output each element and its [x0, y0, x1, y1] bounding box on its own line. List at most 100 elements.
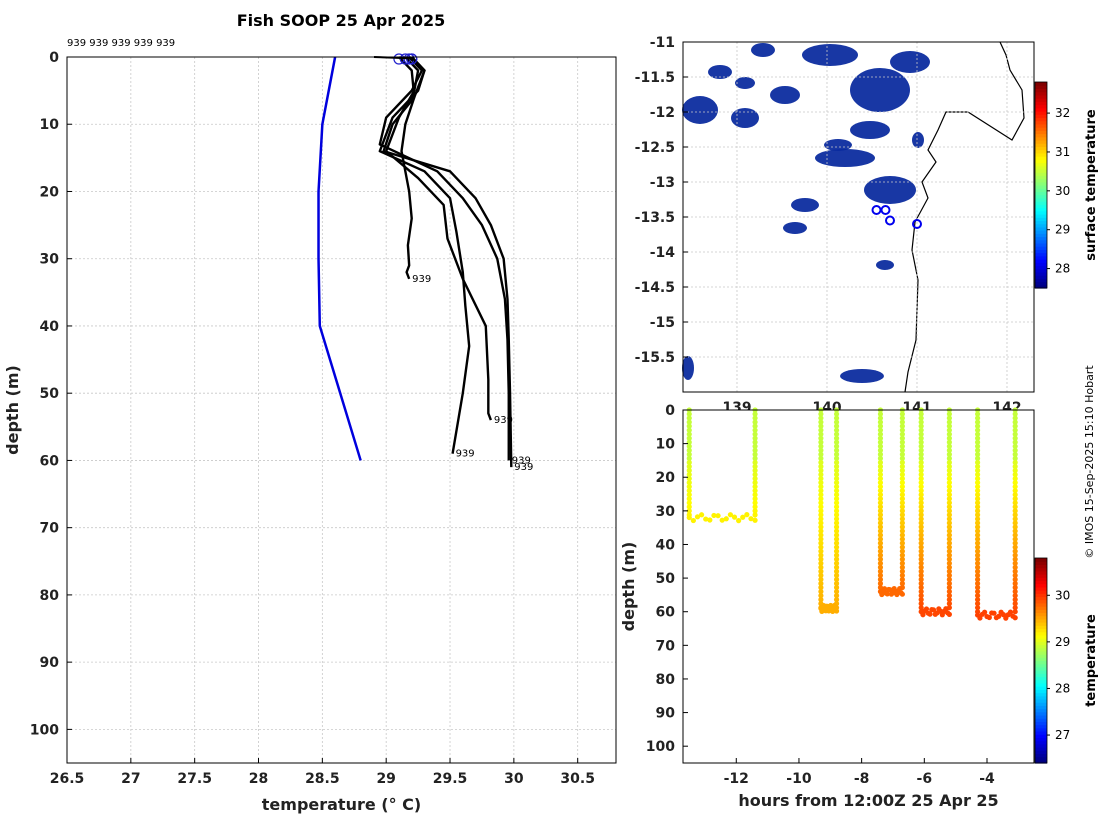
section-colorbar-cell: [1035, 631, 1047, 636]
section-point: [918, 415, 924, 421]
section-point: [974, 443, 981, 449]
section-point: [899, 528, 905, 534]
map-colorbar-cell: [1035, 149, 1047, 154]
section-point: [1012, 455, 1018, 462]
section-point: [918, 592, 924, 599]
section-point: [833, 435, 840, 441]
section-point: [877, 516, 884, 522]
section-point: [877, 484, 884, 490]
section-point: [946, 512, 952, 518]
map-colorbar-cell: [1035, 162, 1047, 167]
section-y-tick-label: 90: [656, 706, 676, 722]
section-point: [877, 504, 884, 510]
section-point: [974, 492, 981, 498]
section-point: [946, 492, 952, 498]
map-y-tick-label: -13.5: [635, 210, 675, 226]
profile-y-tick-label: 70: [40, 521, 60, 537]
map-y-tick-label: -15: [650, 315, 675, 331]
section-y-tick-label: 70: [656, 638, 676, 654]
section-point: [918, 568, 924, 574]
section-point: [918, 475, 924, 482]
section-point: [686, 455, 692, 462]
section-colorbar-cell: [1035, 638, 1047, 642]
section-point: [818, 451, 824, 457]
section-point: [899, 415, 905, 421]
section-point: [899, 443, 905, 449]
map-colorbar-cell: [1035, 98, 1047, 102]
section-point: [833, 540, 840, 546]
section-point: [918, 500, 924, 506]
section-point: [818, 580, 824, 587]
section-point: [686, 415, 692, 421]
section-point: [818, 423, 824, 429]
section-y-tick-label: 20: [656, 470, 676, 486]
section-colorbar-cell: [1035, 580, 1047, 585]
section-point: [818, 431, 824, 437]
section-point: [877, 439, 884, 445]
section-point: [918, 423, 924, 429]
section-point: [719, 517, 725, 523]
section-point: [877, 447, 884, 453]
section-point: [703, 516, 709, 522]
map-colorbar-cell: [1035, 146, 1047, 151]
map-colorbar-cell: [1035, 197, 1047, 202]
section-point: [833, 532, 840, 538]
section-point: [881, 586, 888, 592]
section-point: [974, 475, 981, 482]
section-point: [974, 520, 981, 526]
section-point: [833, 451, 840, 457]
section-point: [974, 548, 981, 554]
section-point: [899, 508, 905, 514]
section-point: [899, 560, 905, 566]
section-point: [833, 467, 840, 474]
section-point: [707, 517, 713, 523]
section-colorbar-cell: [1035, 708, 1047, 713]
section-point: [686, 467, 692, 474]
section-point: [918, 540, 924, 546]
section-colorbar-cell: [1035, 654, 1047, 658]
section-point: [974, 508, 981, 514]
map-colorbar-cell: [1035, 110, 1047, 115]
profile-y-tick-label: 10: [40, 117, 60, 133]
section-point: [752, 508, 758, 514]
section-point: [877, 480, 884, 486]
section-point: [833, 455, 840, 462]
section-point: [1012, 492, 1018, 498]
section-point: [1012, 447, 1018, 453]
section-point: [877, 471, 884, 478]
map-colorbar-cell: [1035, 259, 1047, 263]
section-point: [899, 536, 905, 542]
section-point: [818, 524, 824, 530]
section-point: [818, 488, 824, 494]
section-point: [818, 427, 824, 433]
map-colorbar-cell: [1035, 88, 1047, 93]
section-point: [918, 451, 924, 457]
map-colorbar-cell: [1035, 191, 1047, 196]
section-point: [918, 524, 924, 530]
section-point: [832, 602, 838, 609]
section-point: [899, 572, 905, 579]
section-point: [1012, 528, 1018, 534]
section-point: [918, 427, 924, 433]
sst-patch: [708, 65, 732, 79]
profile-end-label: 939: [514, 462, 533, 473]
section-point: [686, 488, 692, 494]
credit-text: © IMOS 15-Sep-2025 15:10 Hobart: [1083, 365, 1096, 559]
section-point: [686, 463, 692, 470]
map-colorbar-cell: [1035, 207, 1047, 212]
section-y-tick-label: 0: [665, 403, 675, 419]
section-y-axis-label: depth (m): [619, 542, 638, 632]
section-point: [833, 475, 840, 482]
profile-x-tick-label: 26.5: [50, 771, 85, 787]
section-point: [946, 419, 952, 425]
section-point: [974, 467, 981, 474]
section-point: [899, 484, 905, 490]
section-point: [699, 512, 705, 518]
section-point: [996, 613, 1002, 619]
section-point: [946, 576, 952, 583]
section-point: [818, 548, 824, 554]
section-colorbar-cell: [1035, 634, 1047, 639]
section-point: [918, 536, 924, 542]
section-colorbar-tick-label: 30: [1055, 588, 1070, 602]
section-point: [974, 471, 981, 478]
